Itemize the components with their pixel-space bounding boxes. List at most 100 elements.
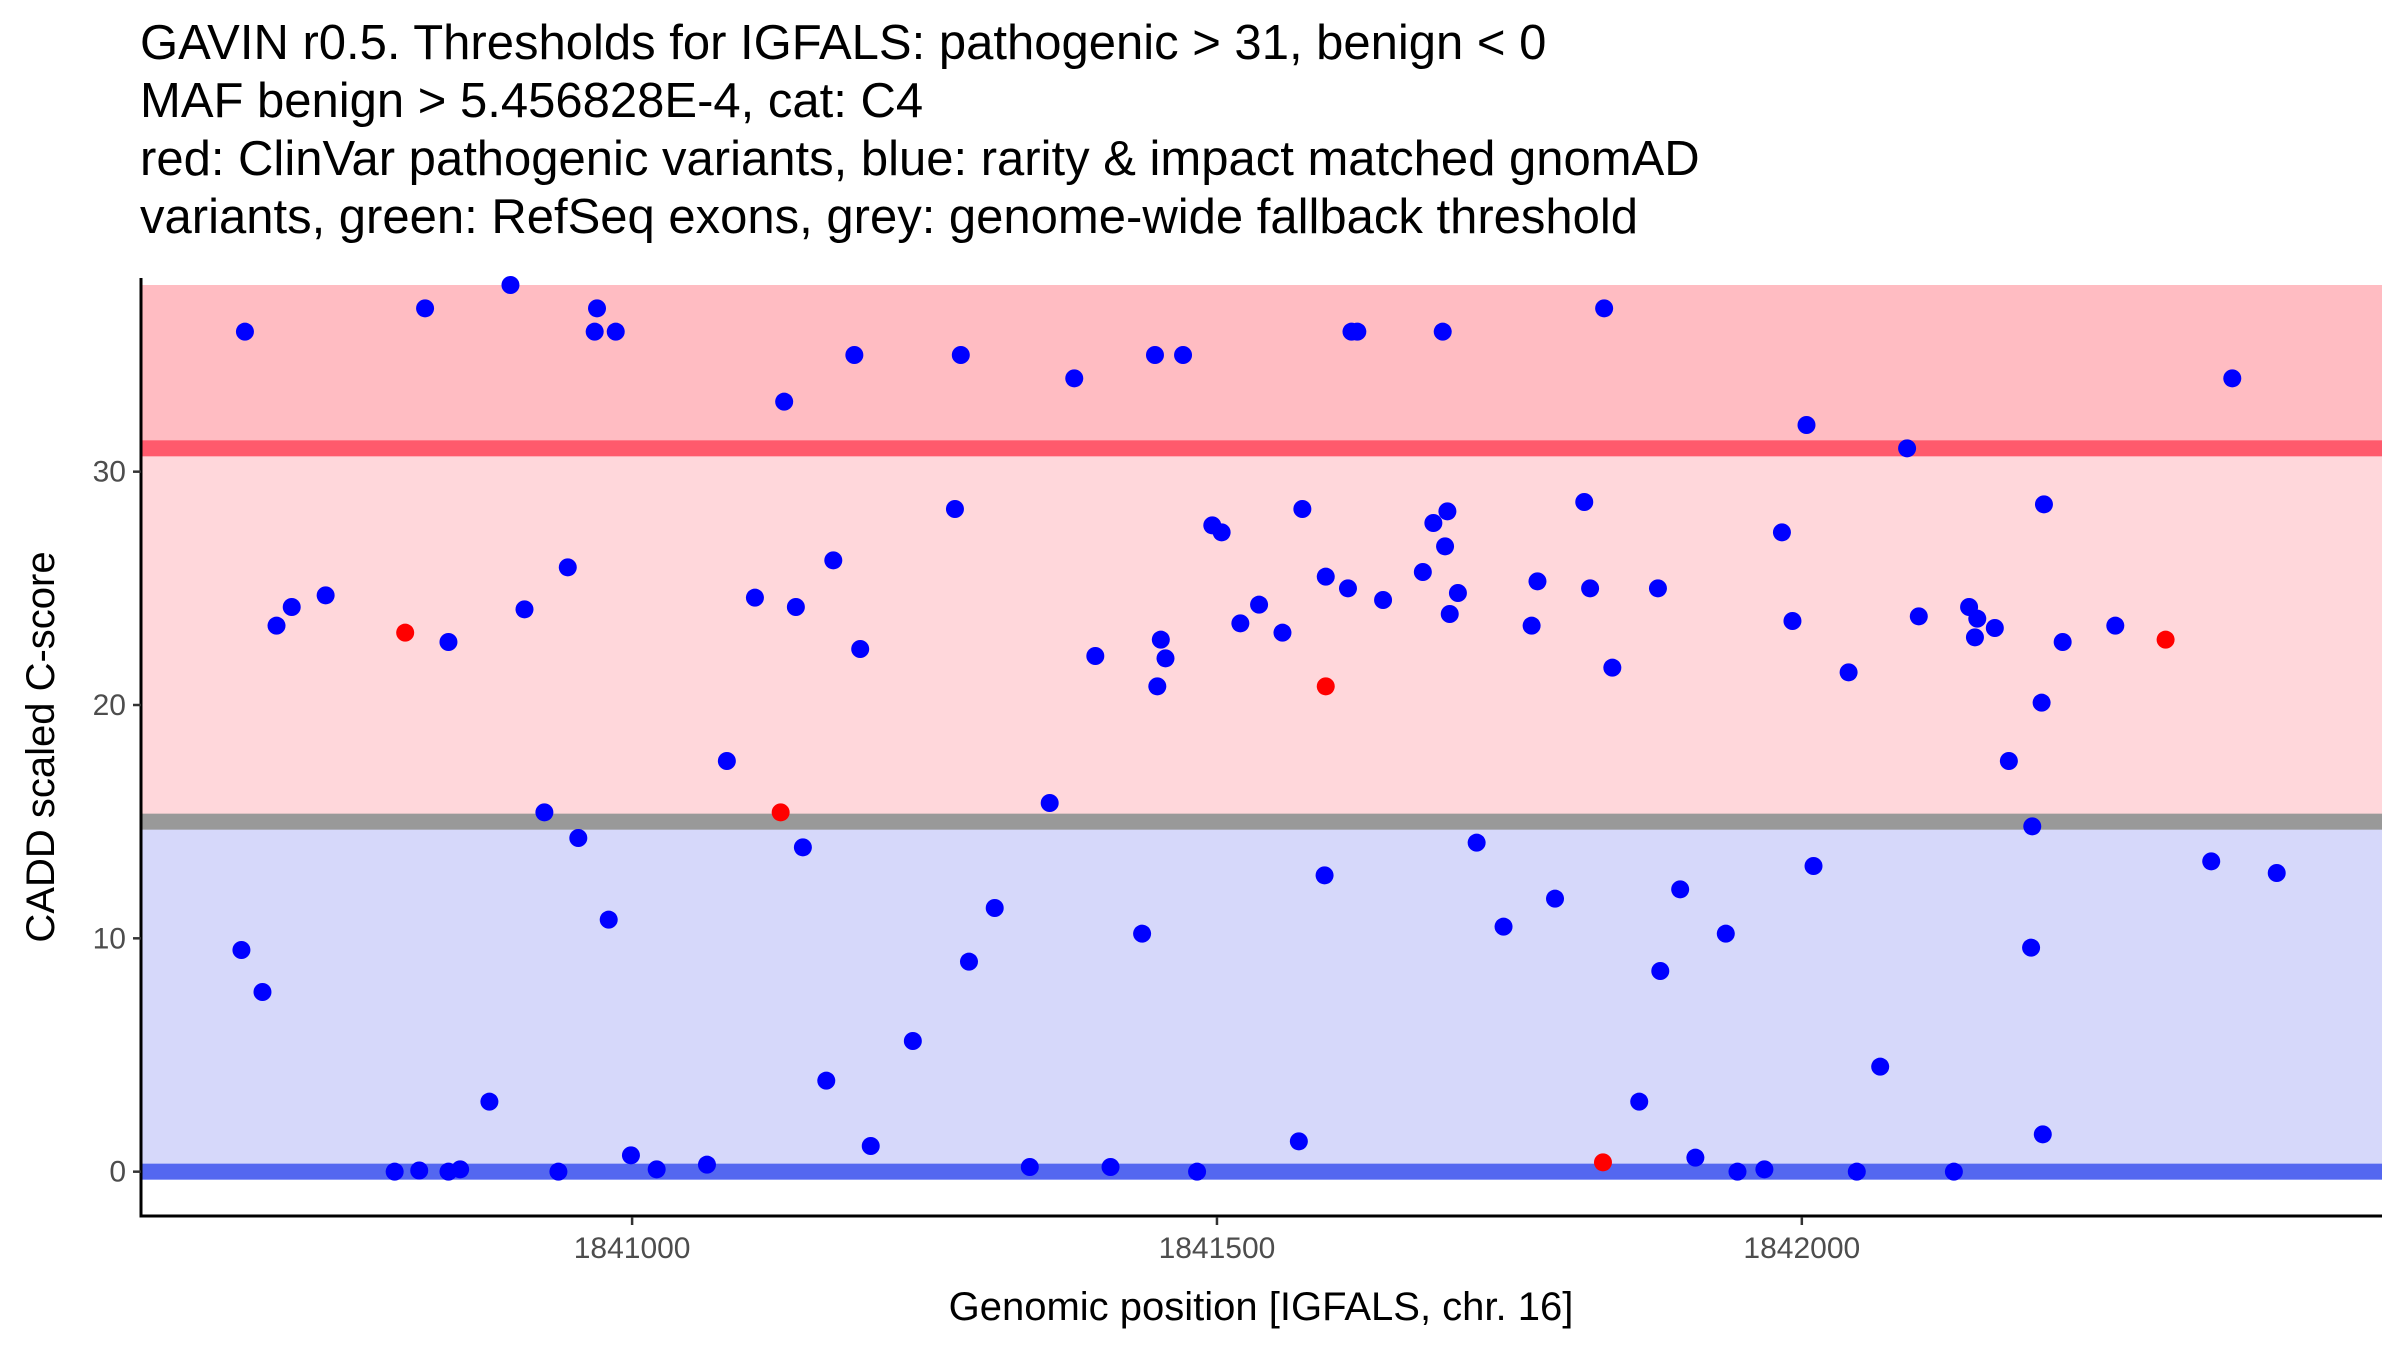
gnomad-point [1065, 369, 1084, 388]
gnomad-point [1040, 794, 1059, 812]
gnomad-point [824, 551, 843, 570]
y-tick-label: 10 [93, 922, 126, 955]
gnomad-point [599, 910, 618, 929]
gnomad-point [569, 829, 588, 847]
gnomad-point [1338, 579, 1357, 598]
y-tick-label: 30 [93, 456, 126, 489]
gnomad-point [985, 899, 1004, 917]
gnomad-point [1188, 1162, 1207, 1181]
gnomad-point [1467, 833, 1486, 852]
gnomad-point [1413, 563, 1432, 581]
threshold-bands [142, 285, 2382, 1172]
gnomad-point [1804, 857, 1823, 875]
x-tick-label: 1842000 [1743, 1232, 1860, 1265]
gnomad-point [775, 392, 794, 411]
gnomad-point [2032, 693, 2051, 712]
title-line-1: GAVIN r0.5. Thresholds for IGFALS: patho… [140, 16, 1547, 70]
gnomad-point [2223, 369, 2242, 388]
axes [139, 278, 2382, 1218]
gnomad-point [1898, 439, 1917, 458]
gnomad-point [1575, 493, 1594, 511]
x-tick-label: 1841000 [574, 1232, 691, 1265]
gnomad-point [1440, 605, 1459, 623]
gnomad-point [1839, 663, 1858, 682]
gnomad-point [535, 803, 554, 822]
gnomad-point [480, 1092, 499, 1111]
gnomad-point [845, 346, 864, 364]
clinvar-point [771, 803, 790, 822]
gnomad-point [501, 276, 520, 294]
gnomad-point [451, 1160, 470, 1179]
gnomad-point [697, 1155, 716, 1174]
gnomad-point [1231, 614, 1250, 633]
gnomad-point [1250, 595, 1269, 614]
gnomad-point [549, 1162, 568, 1181]
gnomad-point [1528, 572, 1547, 591]
gnomad-point [416, 299, 435, 318]
gnomad-point [1212, 523, 1231, 542]
pathogenic-zone-band [142, 285, 2382, 449]
gnomad-point [1944, 1162, 1963, 1181]
gnomad-point [1020, 1158, 1039, 1176]
gnomad-point [1965, 628, 1984, 647]
gnomad-point [786, 598, 805, 616]
clinvar-point [1316, 677, 1335, 696]
gnomad-point [1438, 502, 1457, 521]
gnomad-point [1985, 619, 2004, 637]
gnomad-point [2202, 852, 2221, 871]
benign-zone-band [142, 821, 2382, 1172]
gnomad-point [945, 500, 964, 518]
gnomad-point [1374, 591, 1393, 609]
gnomad-point [2034, 495, 2053, 514]
gnomad-point [1651, 962, 1670, 980]
gnomad-point [410, 1161, 429, 1180]
y-tick-label: 0 [109, 1156, 126, 1189]
title-line-2: MAF benign > 5.456828E-4, cat: C4 [140, 74, 924, 128]
gnomad-point [1847, 1162, 1866, 1181]
gnomad-point [1648, 579, 1667, 598]
gnomad-point [745, 588, 764, 607]
gnomad-point [267, 616, 286, 635]
gnomad-point [793, 838, 812, 857]
gnomad-point [1783, 612, 1802, 630]
gnomad-point [1133, 924, 1152, 943]
gnomad-point [1909, 607, 1928, 626]
gnomad-point [1145, 346, 1164, 364]
gnomad-point [1433, 322, 1452, 341]
gnomad-point [1086, 647, 1105, 665]
gnomad-point [1871, 1057, 1890, 1076]
gnomad-point [1686, 1148, 1705, 1167]
gnomad-point [585, 322, 604, 341]
gnomad-point [817, 1071, 836, 1090]
gnomad-point [1148, 677, 1167, 696]
gnomad-point [439, 633, 458, 651]
gnomad-point [253, 983, 272, 1001]
gnomad-point [282, 598, 301, 616]
x-axis-title: Genomic position [IGFALS, chr. 16] [949, 1285, 1574, 1329]
gnomad-point [316, 586, 335, 605]
clinvar-point [2156, 630, 2175, 649]
gnomad-point [621, 1146, 640, 1165]
fallback-threshold-line [142, 813, 2382, 830]
chart-title: GAVIN r0.5. Thresholds for IGFALS: patho… [140, 14, 1700, 246]
gnomad-point [558, 558, 577, 577]
x-tick-label: 1841500 [1159, 1232, 1276, 1265]
gnomad-point [903, 1032, 922, 1050]
gnomad-point [1595, 299, 1614, 318]
gnomad-point [861, 1137, 880, 1155]
y-tick-label: 20 [93, 689, 126, 722]
gnomad-point [1424, 514, 1443, 532]
gnomad-point [385, 1162, 404, 1181]
gnomad-point [1174, 346, 1193, 364]
gnomad-point [2023, 817, 2042, 836]
pathogenic-threshold-line [142, 440, 2382, 457]
gnomad-point [1797, 416, 1816, 434]
gnomad-point [959, 952, 978, 971]
gnomad-point [2053, 633, 2072, 651]
gnomad-point [1968, 609, 1987, 628]
gnomad-point [1156, 649, 1175, 668]
benign-threshold-line [142, 1163, 2382, 1180]
gnomad-point [1546, 889, 1565, 908]
gnomad-point [647, 1160, 666, 1179]
